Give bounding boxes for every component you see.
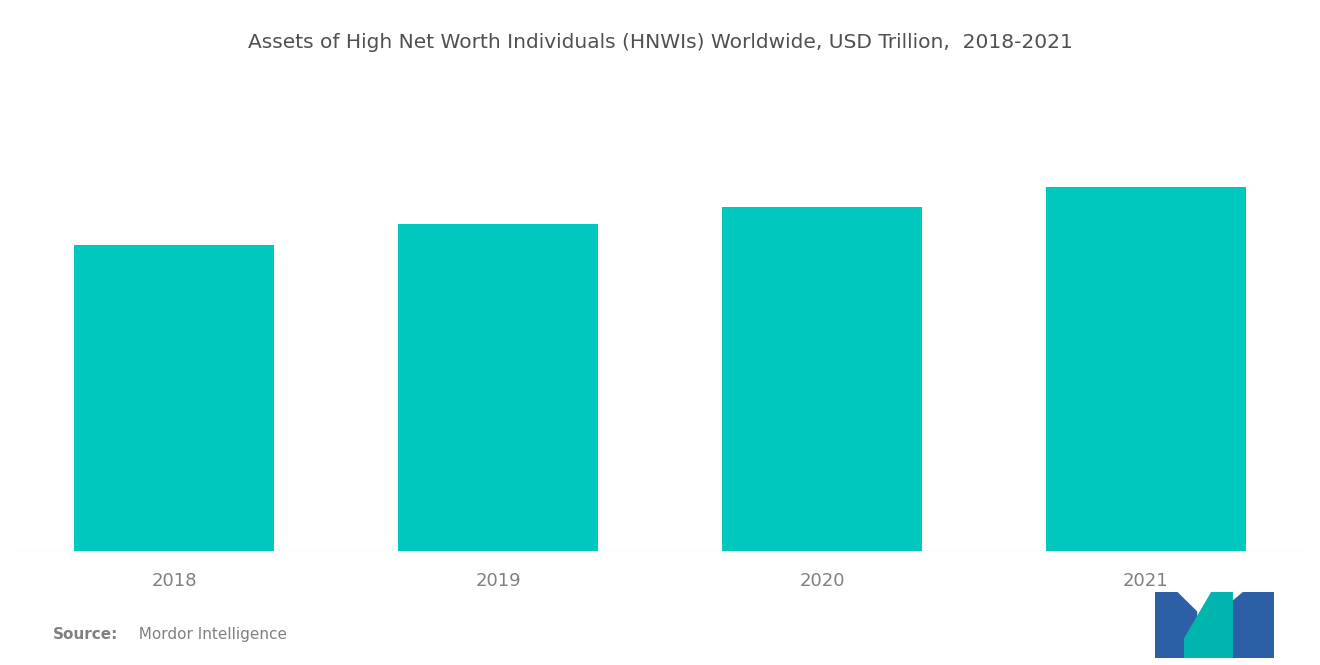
Polygon shape — [1185, 592, 1233, 658]
Text: Assets of High Net Worth Individuals (HNWIs) Worldwide, USD Trillion,  2018-2021: Assets of High Net Worth Individuals (HN… — [248, 33, 1072, 53]
Polygon shape — [1155, 592, 1196, 658]
Bar — [74, 245, 275, 551]
Bar — [1045, 187, 1246, 551]
Text: Mordor Intelligence: Mordor Intelligence — [129, 626, 288, 642]
Bar — [722, 207, 923, 551]
Bar — [397, 224, 598, 551]
Polygon shape — [1220, 592, 1274, 658]
Text: Source:: Source: — [53, 626, 119, 642]
